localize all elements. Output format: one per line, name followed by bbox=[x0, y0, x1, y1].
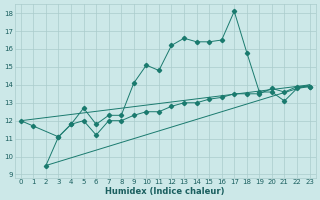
X-axis label: Humidex (Indice chaleur): Humidex (Indice chaleur) bbox=[106, 187, 225, 196]
